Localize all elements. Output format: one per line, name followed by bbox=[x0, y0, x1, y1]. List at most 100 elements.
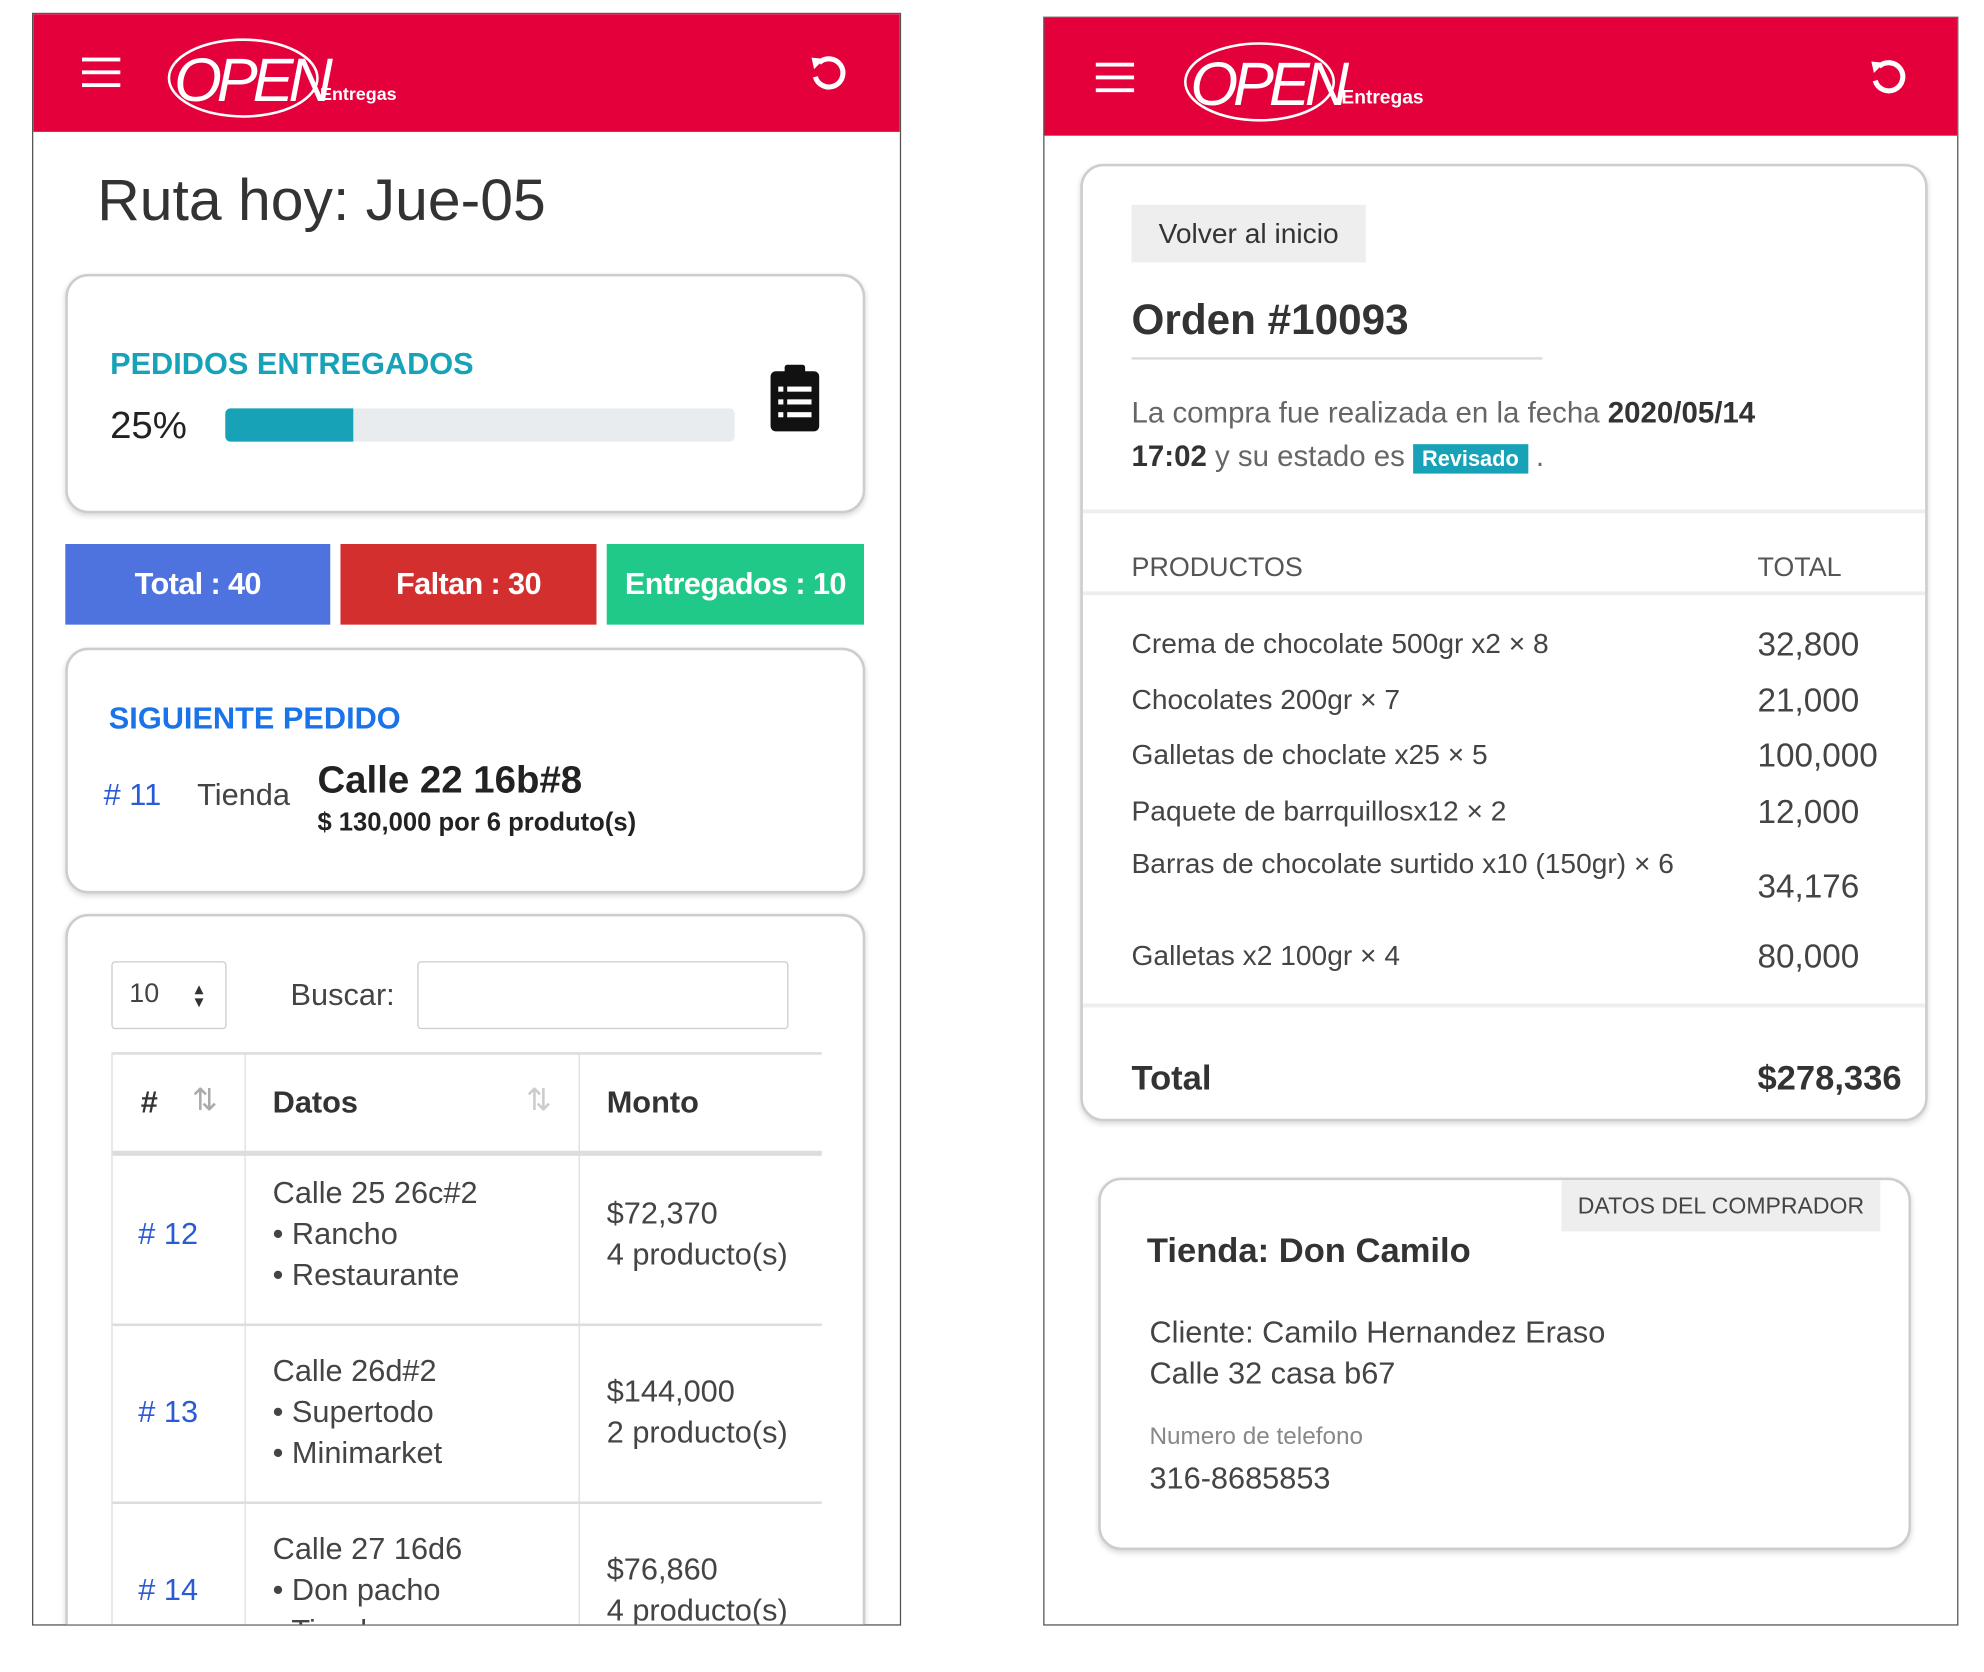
order-title: Orden #10093 bbox=[1131, 295, 1409, 344]
sentence-text: y su estado es bbox=[1215, 439, 1405, 473]
order-amount: $144,000 bbox=[606, 1374, 735, 1410]
title: Ruta hoy: Jue-05 bbox=[97, 166, 546, 233]
order-data: Calle 25 26c#2 bbox=[272, 1176, 478, 1211]
menu-icon[interactable] bbox=[1095, 60, 1137, 96]
order-data: • Restaurante bbox=[272, 1258, 460, 1293]
col-divider bbox=[578, 1052, 580, 1625]
order-date: 2020/05/14 bbox=[1607, 395, 1756, 429]
buyer-tag: DATOS DEL COMPRADOR bbox=[1561, 1180, 1881, 1232]
sort-icon[interactable]: ⇅ bbox=[526, 1082, 552, 1118]
sentence-text: . bbox=[1535, 439, 1545, 473]
refresh-icon[interactable] bbox=[1869, 59, 1907, 97]
refresh-icon[interactable] bbox=[809, 55, 847, 93]
progress-card: PEDIDOS ENTREGADOS 25% bbox=[65, 273, 866, 514]
order-data: Calle 27 16d6 bbox=[272, 1532, 463, 1567]
order-amount: $76,860 bbox=[606, 1552, 718, 1588]
order-card: Volver al inicio Orden #10093 La compra … bbox=[1080, 163, 1928, 1122]
total-button[interactable]: Total : 40 bbox=[65, 544, 331, 625]
order-data: • Don pacho bbox=[272, 1573, 441, 1608]
logo-sub: Entregas bbox=[320, 84, 397, 104]
table-row[interactable]: # 13 Calle 26d#2 • Supertodo • Minimarket $1… bbox=[112, 1326, 822, 1504]
search-label: Buscar: bbox=[290, 977, 395, 1013]
delivered-button[interactable]: Entregados : 10 bbox=[606, 544, 864, 625]
phone-label: Numero de telefono bbox=[1149, 1423, 1364, 1451]
product-total: 80,000 bbox=[1757, 936, 1860, 976]
next-number: # 11 bbox=[103, 778, 162, 813]
order-amount: 4 producto(s) bbox=[606, 1593, 788, 1626]
order-amount: 2 producto(s) bbox=[606, 1415, 788, 1451]
page-size: 10 bbox=[129, 979, 160, 1009]
product-name: Chocolates 200gr × 7 bbox=[1131, 683, 1401, 716]
order-number: # 14 bbox=[138, 1573, 199, 1608]
order-data: • Minimarket bbox=[272, 1436, 443, 1471]
next-detail: $ 130,000 por 6 produto(s) bbox=[317, 808, 637, 838]
clipboard-icon bbox=[770, 364, 820, 432]
left-screen: OPEN Entregas Ruta hoy: Jue-05 PEDIDOS E… bbox=[32, 12, 902, 1626]
order-data: • Supertodo bbox=[272, 1395, 434, 1430]
order-amount: $72,370 bbox=[606, 1196, 718, 1232]
select-arrows: ▴ bbox=[194, 977, 204, 999]
header: OPEN Entregas bbox=[33, 14, 900, 132]
order-data: • Rancho bbox=[272, 1217, 398, 1252]
order-number: # 13 bbox=[138, 1395, 199, 1430]
next-heading: SIGUIENTE PEDIDO bbox=[108, 701, 401, 736]
product-name: Paquete de barrquillosx12 × 2 bbox=[1131, 794, 1507, 827]
sentence-text: La compra fue realizada en la fecha bbox=[1131, 395, 1600, 429]
next-address: Calle 22 16b#8 bbox=[317, 759, 583, 802]
product-name: Galletas x2 100gr × 4 bbox=[1131, 939, 1400, 972]
menu-icon[interactable] bbox=[81, 55, 123, 91]
progress-heading: PEDIDOS ENTREGADOS bbox=[110, 346, 474, 382]
order-data: • Tienda bbox=[273, 1612, 385, 1624]
header-cell: # bbox=[140, 1085, 158, 1120]
progress-fill bbox=[225, 408, 353, 442]
product-total: 21,000 bbox=[1757, 680, 1860, 720]
product-total: 12,000 bbox=[1757, 792, 1860, 831]
order-number: # 12 bbox=[138, 1217, 199, 1252]
back-button[interactable]: Volver al inicio bbox=[1131, 204, 1366, 263]
page-size-select[interactable]: 10 ▴ ▾ bbox=[111, 961, 227, 1030]
orders-table: # ⇅ Datos ⇅ Monto # 12 Calle 25 26c#2 • Ra… bbox=[111, 1052, 822, 1626]
pending-button[interactable]: Faltan : 30 bbox=[340, 544, 597, 625]
products-header: PRODUCTOS bbox=[1131, 552, 1303, 583]
logo-sub: Entregas bbox=[1341, 88, 1423, 109]
col-divider bbox=[244, 1052, 246, 1625]
table-row[interactable]: # 12 Calle 25 26c#2 • Rancho • Restaurante $… bbox=[112, 1148, 822, 1327]
logo-text: OPEN bbox=[174, 46, 333, 115]
product-name: Crema de chocolate 500gr x2 × 8 bbox=[1131, 627, 1549, 660]
header-cell: Datos bbox=[272, 1085, 358, 1120]
product-total: 32,800 bbox=[1757, 624, 1860, 664]
progress-label: 25% bbox=[110, 404, 187, 447]
order-data: Calle 26d#2 bbox=[272, 1354, 437, 1389]
header: OPEN Entregas bbox=[1044, 17, 1958, 136]
right-screen: OPEN Entregas Volver al inicio Orden #10… bbox=[1043, 16, 1959, 1626]
logo: OPEN Entregas bbox=[1184, 42, 1424, 122]
buyer-card: DATOS DEL COMPRADOR Tienda: Don Camilo C… bbox=[1098, 1177, 1912, 1551]
product-total: 100,000 bbox=[1757, 736, 1878, 775]
select-arrows: ▾ bbox=[194, 990, 204, 1012]
progress-track bbox=[225, 408, 735, 442]
orders-card: 10 ▴ ▾ Buscar: # ⇅ Datos ⇅ Monto # 12 Cal… bbox=[65, 913, 866, 1626]
next-order-card: SIGUIENTE PEDIDO # 11 Tienda Calle 22 16… bbox=[65, 647, 866, 894]
buyer-client: Cliente: Camilo Hernandez Eraso bbox=[1149, 1315, 1606, 1351]
buyer-address: Calle 32 casa b67 bbox=[1149, 1356, 1396, 1392]
phone: 316-8685853 bbox=[1149, 1461, 1331, 1497]
order-amount: 4 producto(s) bbox=[606, 1237, 788, 1273]
divider bbox=[1082, 509, 1926, 514]
sort-icon[interactable]: ⇅ bbox=[192, 1082, 218, 1118]
order-sentence: La compra fue realizada en la fecha 2020… bbox=[1131, 390, 1756, 481]
search-input[interactable] bbox=[417, 961, 789, 1030]
product-name: Barras de chocolate surtido x10 (150gr) … bbox=[1131, 847, 1674, 880]
table-row[interactable]: # 14 Calle 27 16d6 • Don pacho • Tienda $76,… bbox=[113, 1504, 822, 1626]
logo-text: OPEN bbox=[1190, 50, 1349, 119]
product-name: Galletas de choclate x25 × 5 bbox=[1131, 738, 1488, 771]
product-total: 34,176 bbox=[1757, 866, 1860, 905]
total-value: $278,336 bbox=[1757, 1058, 1902, 1097]
table-header: # ⇅ Datos ⇅ Monto bbox=[112, 1052, 822, 1156]
total-label: Total bbox=[1131, 1058, 1212, 1097]
buyer-store: Tienda: Don Camilo bbox=[1146, 1231, 1471, 1270]
divider bbox=[1082, 591, 1926, 596]
order-time: 17:02 bbox=[1131, 439, 1207, 473]
status-badge: Revisado bbox=[1413, 444, 1528, 474]
